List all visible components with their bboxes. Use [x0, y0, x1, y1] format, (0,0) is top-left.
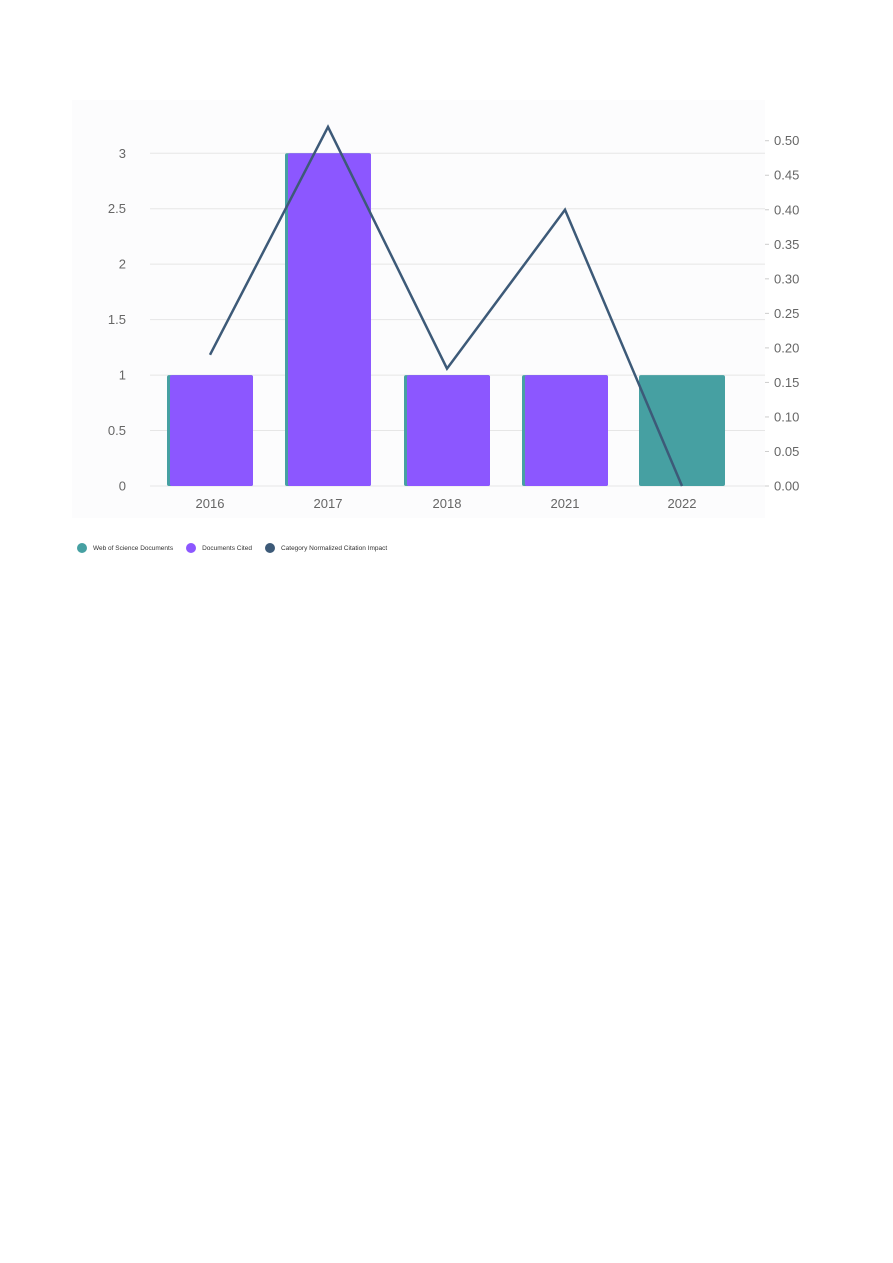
legend-item[interactable]: Category Normalized Citation Impact [264, 543, 388, 553]
legend-item[interactable]: Web of Science Documents [77, 543, 173, 553]
bar-web-of-science-documents-2022 [639, 375, 725, 486]
legend-dot-icon [264, 543, 275, 553]
legend-dot-icon [186, 543, 197, 553]
y-right-tick-label: 0.25 [774, 306, 799, 321]
bar-documents-cited-2018 [407, 375, 490, 486]
x-tick-label: 2021 [551, 496, 580, 511]
y-right-tick-label: 0.15 [774, 375, 799, 390]
chart-svg: 0 0.5 1 1.5 2 2.5 3 0.00 0.05 0.10 0.15 0.20 0.25 0.3… [72, 100, 799, 518]
x-tick-label: 2017 [314, 496, 343, 511]
combo-chart: 0 0.5 1 1.5 2 2.5 3 0.00 0.05 0.10 0.15 0.20 0.25 0.3… [0, 0, 893, 580]
y-left-tick-label: 3 [119, 146, 126, 161]
bar-documents-cited-2017 [288, 153, 371, 487]
legend-label: Category Normalized Citation Impact [280, 544, 388, 552]
y-left-tick-label: 2.5 [108, 201, 126, 216]
legend-item[interactable]: Documents Cited [186, 543, 252, 553]
y-left-tick-label: 1.5 [108, 312, 126, 327]
y-left-tick-label: 0.5 [108, 423, 126, 438]
legend-label: Web of Science Documents [93, 544, 174, 552]
y-right-tick-label: 0.50 [774, 133, 799, 148]
y-right-tick-label: 0.10 [774, 409, 799, 424]
bar-documents-cited-2016 [170, 375, 253, 486]
y-right-tick-label: 0.00 [774, 479, 799, 494]
y-right-tick-label: 0.05 [774, 444, 799, 459]
bar-documents-cited-2021 [525, 375, 608, 486]
legend-dot-icon [77, 543, 87, 553]
legend-label: Documents Cited [202, 544, 252, 552]
y-right-tick-label: 0.30 [774, 271, 799, 286]
y-right-tick-label: 0.20 [774, 340, 799, 355]
y-left-tick-label: 0 [119, 479, 126, 494]
y-right-tick-label: 0.45 [774, 168, 799, 183]
x-tick-label: 2022 [668, 496, 697, 511]
y-right-tick-label: 0.35 [774, 237, 799, 252]
y-left-tick-label: 1 [119, 368, 126, 383]
y-left-tick-label: 2 [119, 257, 126, 272]
x-tick-label: 2016 [196, 496, 225, 511]
chart-legend: Web of Science Documents Documents Cited C… [77, 543, 400, 553]
x-tick-label: 2018 [433, 496, 462, 511]
y-right-tick-label: 0.40 [774, 202, 799, 217]
